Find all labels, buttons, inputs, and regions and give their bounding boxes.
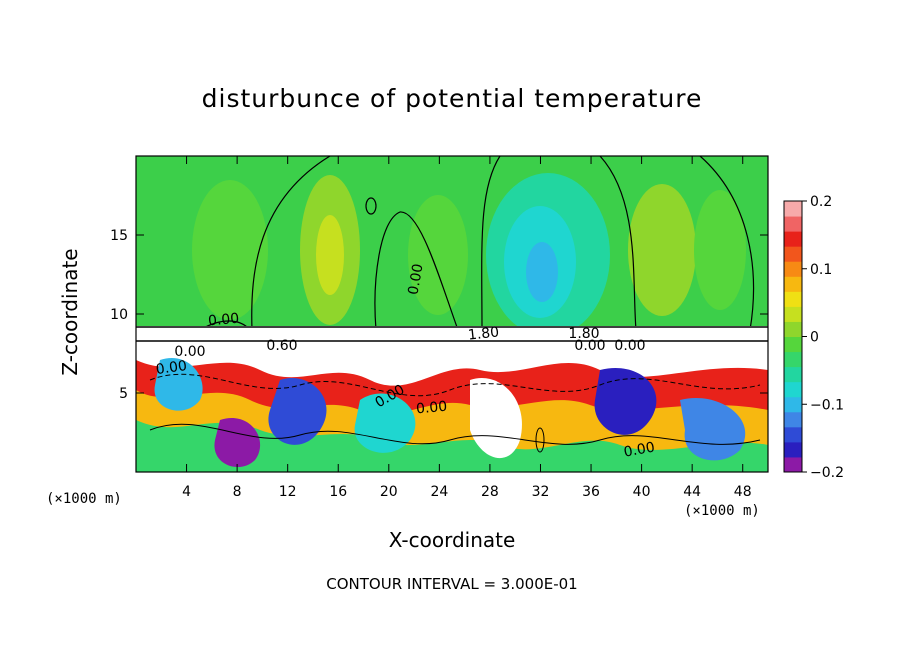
contour-label: 1.80: [568, 326, 599, 342]
contour-line: [699, 156, 755, 331]
contour-line: [481, 156, 501, 331]
y-axis-label: Z-coordinate: [58, 248, 82, 376]
colorbar-segment: [784, 291, 802, 307]
colorbar-tick-label: 0.2: [810, 194, 832, 210]
colorbar-segment: [784, 216, 802, 232]
contour-line: [149, 373, 761, 397]
contour-label: 0.00: [405, 263, 426, 296]
colorbar-segment: [784, 276, 802, 292]
contour-label: 0.00: [207, 311, 239, 330]
colorbar-tick-label: −0.2: [810, 465, 844, 481]
x-tick-label: 20: [380, 484, 398, 500]
heatmap-field: [136, 156, 768, 472]
contour-line: [149, 423, 761, 445]
x-tick-label: 28: [481, 484, 499, 500]
colorbar-segment: [784, 201, 802, 217]
cold-eddy-6: [214, 418, 261, 468]
colorbar-segment: [784, 351, 802, 368]
chart-title: disturbunce of potential temperature: [201, 84, 703, 113]
x-tick-label: 8: [233, 484, 242, 500]
turbulent-neutral-band: [136, 420, 768, 472]
colorbar-segment: [784, 261, 802, 277]
warm-anomaly-1: [192, 180, 268, 320]
cold-eddy-1: [268, 378, 327, 445]
y-tick-label: 5: [119, 386, 128, 402]
colorbar-segment: [784, 366, 802, 383]
contour-interval-label: CONTOUR INTERVAL = 3.000E-01: [326, 575, 578, 593]
x-tick-label: 36: [582, 484, 600, 500]
contour-label: 0.00: [415, 399, 447, 418]
y-axis-ticks: 5 10 15: [110, 228, 768, 402]
cold-eddy-4: [680, 398, 746, 461]
colorbar-segment: [784, 441, 802, 458]
x-axis-label: X-coordinate: [388, 528, 516, 552]
colorbar-segment: [784, 411, 802, 428]
colorbar: 0.2 0.1 0 −0.1 −0.2: [783, 194, 844, 481]
colorbar-segment: [784, 336, 802, 353]
colorbar-tick-label: 0: [810, 330, 819, 346]
x-tick-label: 40: [633, 484, 651, 500]
inversion-band: [136, 326, 768, 344]
x-tick-label: 4: [182, 484, 191, 500]
colorbar-tick-label: 0.1: [810, 262, 832, 278]
y-tick-label: 15: [110, 228, 128, 244]
colorbar-segment: [784, 306, 802, 322]
contour-label: 0.00: [174, 344, 205, 360]
y-tick-label: 10: [110, 307, 128, 323]
x-axis-unit-right: (×1000 m): [684, 503, 760, 519]
colorbar-segment: [784, 321, 802, 337]
contour-label: 0.00: [574, 338, 605, 354]
contour-label: 0.00: [614, 338, 645, 354]
contour-line: [535, 427, 545, 453]
contour-line: [374, 211, 459, 331]
contour-line: [599, 156, 637, 331]
contour-label: 0.00: [623, 439, 656, 460]
contour-label: 0.60: [266, 338, 297, 354]
warm-anomaly-5: [694, 190, 746, 310]
colorbar-segment: [784, 246, 802, 262]
contour-labels: 0.000.000.000.600.000.001.801.800.000.00…: [155, 263, 656, 461]
colorbar-segment: [784, 396, 802, 413]
cold-eddy-5: [154, 358, 203, 411]
warm-core-2: [316, 215, 344, 295]
colorbar-segment: [784, 426, 802, 443]
colorbar-segment: [784, 381, 802, 398]
contour-line: [365, 197, 377, 215]
x-tick-label: 24: [430, 484, 448, 500]
cold-eddy-2: [354, 393, 416, 453]
colorbar-segment: [784, 231, 802, 247]
warm-anomaly-4: [628, 184, 696, 316]
x-tick-label: 44: [683, 484, 701, 500]
x-tick-label: 16: [329, 484, 347, 500]
cold-eddy-3: [594, 368, 657, 435]
cool-anomaly-inner: [526, 242, 558, 302]
contour-line: [251, 156, 331, 331]
x-tick-label: 12: [279, 484, 297, 500]
contour-label: 0.00: [155, 358, 188, 378]
x-axis-ticks: 4 8 12 16 20 24 28 32 36 40 44 48: [182, 156, 752, 500]
colorbar-segment: [784, 456, 802, 473]
contour-label: 1.80: [467, 324, 500, 343]
colorbar-tick-label: −0.1: [810, 397, 844, 413]
x-tick-label: 32: [532, 484, 550, 500]
warm-anomaly-3: [408, 195, 468, 315]
x-tick-label: 48: [734, 484, 752, 500]
x-axis-unit-left: (×1000 m): [46, 491, 122, 507]
